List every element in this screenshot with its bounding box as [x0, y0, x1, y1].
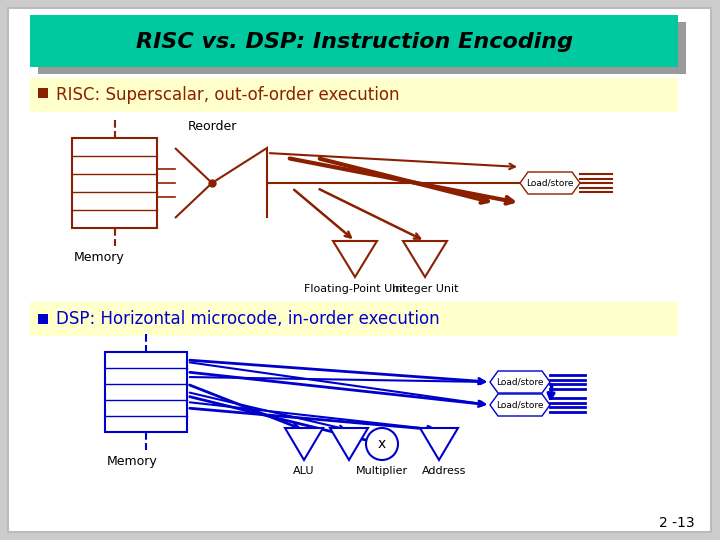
FancyBboxPatch shape [38, 22, 686, 74]
Polygon shape [490, 371, 550, 393]
FancyBboxPatch shape [30, 15, 678, 67]
Bar [105, 352, 187, 432]
Polygon shape [420, 428, 458, 460]
Text: RISC vs. DSP: Instruction Encoding: RISC vs. DSP: Instruction Encoding [135, 32, 572, 52]
Bar [38, 314, 48, 324]
Text: Reorder: Reorder [187, 120, 237, 133]
Circle shape [366, 428, 398, 460]
Text: Multiplier: Multiplier [356, 466, 408, 476]
Text: Load/store: Load/store [526, 179, 574, 187]
Text: Load/store: Load/store [496, 377, 544, 387]
Text: ALU: ALU [293, 466, 315, 476]
Polygon shape [330, 428, 368, 460]
Bar [72, 138, 157, 228]
Text: Address: Address [422, 466, 466, 476]
FancyBboxPatch shape [8, 8, 711, 532]
Text: x: x [378, 437, 386, 451]
FancyBboxPatch shape [30, 302, 678, 336]
Polygon shape [285, 428, 323, 460]
Text: RISC: Superscalar, out-of-order execution: RISC: Superscalar, out-of-order executio… [56, 86, 400, 104]
Text: DSP: Horizontal microcode, in-order execution: DSP: Horizontal microcode, in-order exec… [56, 310, 440, 328]
Polygon shape [490, 394, 550, 416]
FancyBboxPatch shape [30, 78, 678, 112]
Polygon shape [333, 241, 377, 277]
Text: Load/store: Load/store [496, 401, 544, 409]
Text: Memory: Memory [107, 456, 158, 469]
Text: Integer Unit: Integer Unit [392, 284, 458, 294]
Text: Floating-Point Unit: Floating-Point Unit [304, 284, 406, 294]
Bar [38, 88, 48, 98]
Text: Memory: Memory [74, 252, 125, 265]
Text: 2 -13: 2 -13 [660, 516, 695, 530]
Polygon shape [403, 241, 447, 277]
Polygon shape [520, 172, 580, 194]
